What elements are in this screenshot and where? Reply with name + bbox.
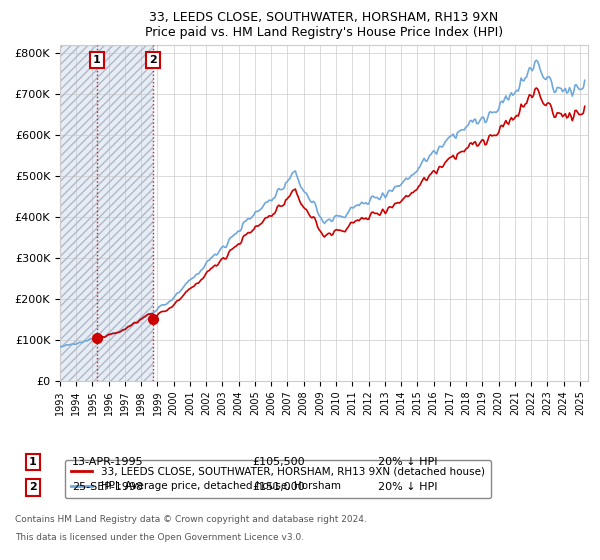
Text: £151,000: £151,000	[252, 482, 305, 492]
Title: 33, LEEDS CLOSE, SOUTHWATER, HORSHAM, RH13 9XN
Price paid vs. HM Land Registry's: 33, LEEDS CLOSE, SOUTHWATER, HORSHAM, RH…	[145, 11, 503, 39]
Text: This data is licensed under the Open Government Licence v3.0.: This data is licensed under the Open Gov…	[15, 533, 304, 542]
Text: 2: 2	[149, 55, 157, 65]
Bar	[60, 45, 97, 381]
Text: 25-SEP-1998: 25-SEP-1998	[72, 482, 143, 492]
Bar	[97, 45, 153, 381]
Legend: 33, LEEDS CLOSE, SOUTHWATER, HORSHAM, RH13 9XN (detached house), HPI: Average pr: 33, LEEDS CLOSE, SOUTHWATER, HORSHAM, RH…	[65, 460, 491, 498]
Text: 13-APR-1995: 13-APR-1995	[72, 457, 143, 467]
Text: 1: 1	[29, 457, 37, 467]
Text: 20% ↓ HPI: 20% ↓ HPI	[378, 457, 437, 467]
Text: 1: 1	[93, 55, 101, 65]
Text: £105,500: £105,500	[252, 457, 305, 467]
Text: 2: 2	[29, 482, 37, 492]
Text: 20% ↓ HPI: 20% ↓ HPI	[378, 482, 437, 492]
Bar	[60, 45, 97, 381]
Bar	[97, 45, 153, 381]
Text: Contains HM Land Registry data © Crown copyright and database right 2024.: Contains HM Land Registry data © Crown c…	[15, 515, 367, 524]
